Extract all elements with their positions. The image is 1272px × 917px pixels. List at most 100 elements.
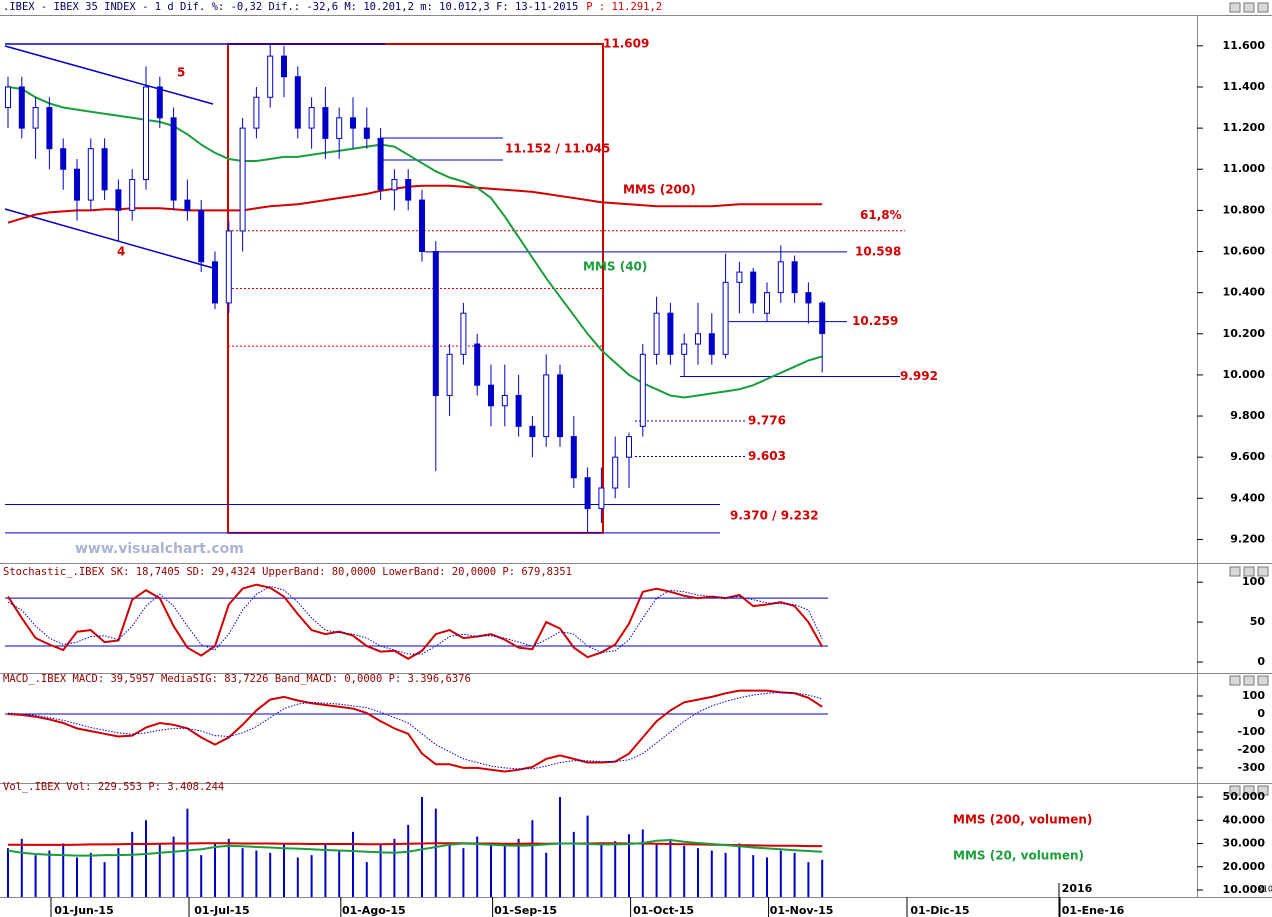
candle-body xyxy=(805,292,812,304)
candle-body xyxy=(115,189,122,211)
window-button[interactable] xyxy=(1257,566,1269,577)
x-tick-label: 01-Jul-15 xyxy=(194,904,249,917)
x-tick-label: 01-Sep-15 xyxy=(494,904,557,917)
y-tick-label: 20.000 xyxy=(1223,860,1266,873)
candle-body xyxy=(612,456,619,489)
candle-body xyxy=(60,148,67,170)
y-tick-label: 9.400 xyxy=(1230,491,1265,504)
window-button[interactable] xyxy=(1229,566,1241,577)
y-tick-label: -300 xyxy=(1237,761,1265,774)
candle-body xyxy=(377,137,384,191)
candle-body xyxy=(212,261,218,304)
candle-body xyxy=(598,487,605,510)
y-tick-label: 30.000 xyxy=(1223,837,1266,850)
candle-body xyxy=(529,425,536,438)
y-tick-label: 9.200 xyxy=(1230,532,1265,545)
window-button[interactable] xyxy=(1243,566,1255,577)
window-button[interactable] xyxy=(1243,2,1255,13)
watermark: www.visualchart.com xyxy=(75,541,244,557)
y-tick-label: 10.400 xyxy=(1223,286,1266,299)
wave-label: 5 xyxy=(177,66,185,80)
y-tick-label: 10.800 xyxy=(1223,203,1266,216)
unit-label: x10 xyxy=(1258,885,1272,894)
candle-body xyxy=(695,333,701,345)
last-price: P : 11.291,2 xyxy=(586,1,662,13)
candle-body xyxy=(446,353,453,396)
candle-body xyxy=(391,179,398,191)
candle-body xyxy=(198,209,205,263)
window-button[interactable] xyxy=(1229,785,1241,796)
candle-body xyxy=(653,312,660,355)
candle-body xyxy=(170,117,177,201)
candle-body xyxy=(722,281,729,355)
y-tick-label: 10.000 xyxy=(1223,368,1266,381)
candle-body xyxy=(419,199,425,253)
candle-body xyxy=(474,343,481,386)
window-button[interactable] xyxy=(1229,675,1241,686)
y-tick-label: 0 xyxy=(1257,655,1265,668)
y-tick-label: 100 xyxy=(1242,575,1265,588)
window-button[interactable] xyxy=(1257,675,1269,686)
candle-body xyxy=(515,394,522,427)
candle-body xyxy=(308,107,315,129)
x-tick-label: 01-Ene-16 xyxy=(1062,904,1125,917)
level-label: 9.776 xyxy=(748,413,786,427)
candle-body xyxy=(156,86,163,119)
level-label: 9.603 xyxy=(748,449,786,463)
indicator-line xyxy=(7,585,823,655)
window-button[interactable] xyxy=(1229,2,1241,13)
panel-title: Stochastic_.IBEX SK: 18,7405 SD: 29,4324… xyxy=(3,566,572,578)
window-button[interactable] xyxy=(1243,785,1255,796)
trend-line xyxy=(4,208,214,269)
candle-body xyxy=(460,312,467,355)
volume-average xyxy=(8,842,823,848)
y-tick-label: 10.600 xyxy=(1223,245,1266,258)
candle-body xyxy=(819,302,826,335)
level-label: 11.152 / 11.045 xyxy=(505,141,610,155)
candle-body xyxy=(74,168,80,201)
moving-average xyxy=(7,184,823,224)
x-tick-label: 01-Dic-15 xyxy=(910,904,969,917)
x-tick-label: 01-Nov-15 xyxy=(770,904,834,917)
y-tick-label: -200 xyxy=(1237,743,1265,756)
candle-body xyxy=(101,148,108,191)
candle-body xyxy=(570,436,577,479)
candle-body xyxy=(129,179,136,211)
candle-body xyxy=(5,86,11,109)
candle-body xyxy=(225,230,232,304)
trend-line xyxy=(4,45,214,105)
candle-body xyxy=(557,374,563,438)
panel-title: .IBEX - IBEX 35 INDEX - 1 d Dif. %: -0,3… xyxy=(3,1,578,13)
window-button[interactable] xyxy=(1243,675,1255,686)
y-tick-label: 10.200 xyxy=(1223,327,1266,340)
candle-body xyxy=(18,86,25,129)
candle-body xyxy=(363,127,370,139)
x-tick-label: 01-Oct-15 xyxy=(633,904,694,917)
y-tick-label: 50 xyxy=(1250,615,1266,628)
series-label: MMS (40) xyxy=(583,260,647,274)
candle-body xyxy=(736,271,743,283)
y-tick-label: 100 xyxy=(1242,689,1265,702)
indicator-line xyxy=(7,691,823,770)
window-button[interactable] xyxy=(1257,2,1269,13)
y-tick-label: 11.000 xyxy=(1223,162,1266,175)
y-tick-label: 11.200 xyxy=(1223,121,1266,134)
candle-body xyxy=(584,477,591,510)
candle-body xyxy=(281,55,287,78)
x-tick-label: 01-Ago-15 xyxy=(342,904,406,917)
x-tick-label: 01-Jun-15 xyxy=(54,904,114,917)
candle-body xyxy=(791,261,798,294)
indicator-line xyxy=(7,583,824,660)
candle-body xyxy=(667,312,674,355)
level-label: 10.259 xyxy=(852,314,898,328)
y-tick-label: 11.600 xyxy=(1223,39,1266,52)
volume-average xyxy=(7,838,823,857)
candle-body xyxy=(764,292,770,314)
candle-body xyxy=(405,179,412,201)
candle-body xyxy=(253,96,260,129)
candle-body xyxy=(87,148,94,201)
window-button[interactable] xyxy=(1257,785,1269,796)
y-tick-label: -100 xyxy=(1237,725,1265,738)
